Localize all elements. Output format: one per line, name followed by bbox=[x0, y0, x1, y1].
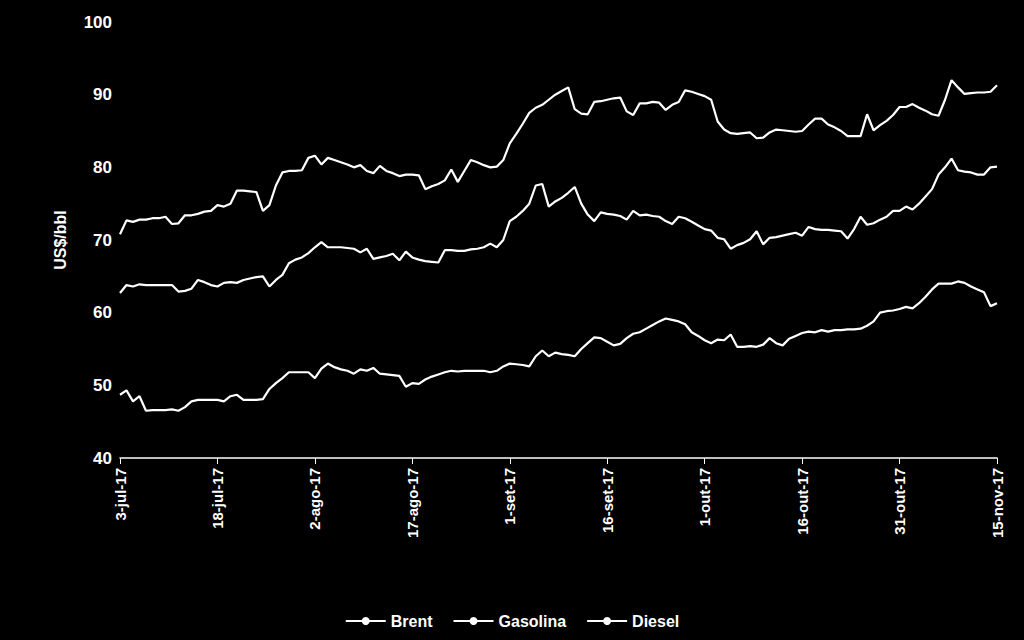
svg-text:US$/bbl: US$/bbl bbox=[52, 210, 69, 270]
svg-text:15-nov-17: 15-nov-17 bbox=[989, 468, 1006, 538]
svg-text:90: 90 bbox=[93, 85, 112, 104]
svg-text:60: 60 bbox=[93, 303, 112, 322]
svg-text:40: 40 bbox=[93, 449, 112, 468]
svg-text:18-jul-17: 18-jul-17 bbox=[209, 468, 226, 529]
svg-text:Diesel: Diesel bbox=[632, 613, 679, 630]
svg-text:16-set-17: 16-set-17 bbox=[599, 468, 616, 533]
svg-text:Gasolina: Gasolina bbox=[499, 613, 567, 630]
svg-text:80: 80 bbox=[93, 158, 112, 177]
svg-text:70: 70 bbox=[93, 231, 112, 250]
svg-text:31-out-17: 31-out-17 bbox=[891, 468, 908, 535]
svg-text:2-ago-17: 2-ago-17 bbox=[306, 468, 323, 530]
svg-text:Brent: Brent bbox=[391, 613, 433, 630]
svg-text:16-out-17: 16-out-17 bbox=[794, 468, 811, 535]
svg-text:1-out-17: 1-out-17 bbox=[696, 468, 713, 526]
svg-text:3-jul-17: 3-jul-17 bbox=[112, 468, 129, 521]
svg-text:100: 100 bbox=[84, 13, 112, 32]
svg-text:1-set-17: 1-set-17 bbox=[501, 468, 518, 525]
svg-text:17-ago-17: 17-ago-17 bbox=[404, 468, 421, 538]
svg-text:50: 50 bbox=[93, 376, 112, 395]
